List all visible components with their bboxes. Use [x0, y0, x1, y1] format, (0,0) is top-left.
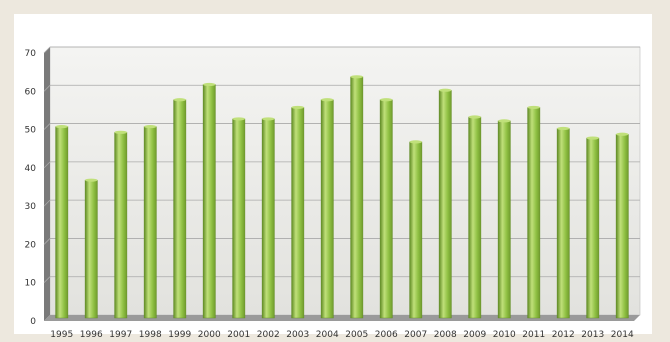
x-tick-label: 2006: [375, 330, 398, 340]
x-tick-label: 1995: [50, 330, 73, 340]
x-tick-label: 2002: [257, 330, 280, 340]
bar-top: [114, 130, 127, 134]
x-tick-label: 2003: [286, 330, 309, 340]
bar: [143, 126, 157, 319]
x-tick-label: 2011: [522, 330, 545, 340]
bar: [232, 118, 246, 319]
x-tick-label: 2000: [198, 330, 221, 340]
plot-side-wall: [44, 47, 50, 321]
x-tick-label: 2013: [581, 330, 604, 340]
bar-top: [144, 124, 157, 129]
bar-top: [55, 124, 68, 129]
x-tick-label: 1998: [139, 330, 162, 340]
y-tick-label: 40: [25, 164, 37, 174]
bar: [556, 128, 570, 319]
bar: [320, 99, 334, 319]
y-tick-label: 70: [25, 49, 37, 59]
bar: [84, 179, 98, 319]
bar-top: [173, 98, 186, 102]
bar: [114, 132, 128, 319]
bar: [173, 99, 187, 319]
gridline-side: [43, 199, 51, 207]
bar: [615, 134, 629, 319]
y-tick-label: 60: [25, 87, 37, 97]
x-tick-label: 2008: [434, 330, 457, 340]
y-tick-label: 30: [25, 202, 37, 212]
bar: [468, 116, 482, 319]
bar-top: [262, 117, 275, 121]
y-tick-label: 20: [25, 240, 37, 250]
x-tick-label: 2004: [316, 330, 339, 340]
gridline-side: [43, 85, 51, 92]
bar: [409, 141, 423, 319]
gridline-side: [43, 238, 51, 245]
bar-top: [380, 98, 393, 102]
bar-top: [439, 88, 452, 92]
x-tick-label: 2007: [404, 330, 427, 340]
y-tick-label: 0: [30, 317, 36, 327]
gridline-side: [43, 123, 51, 130]
bar-top: [321, 98, 334, 102]
y-tick-label: 50: [25, 126, 37, 136]
bar: [291, 107, 305, 319]
x-tick-label: 2010: [493, 330, 516, 340]
bar-top: [468, 115, 481, 119]
bar-top: [203, 82, 216, 87]
plot-floor: [44, 315, 640, 321]
bar-top: [586, 136, 599, 140]
gridline-side: [43, 276, 51, 283]
plot-back-wall: [49, 46, 641, 316]
bar-top: [557, 126, 570, 131]
x-tick-label: 1996: [80, 330, 103, 340]
bar-top: [616, 132, 629, 136]
x-tick-label: 2005: [345, 330, 368, 340]
bar-top: [85, 178, 98, 182]
x-tick-label: 1997: [109, 330, 132, 340]
bar-top: [350, 75, 363, 79]
bar: [261, 118, 275, 319]
gridline-side: [43, 46, 51, 54]
x-tick-label: 2001: [227, 330, 250, 340]
x-tick-label: 1999: [168, 330, 191, 340]
bar: [350, 76, 364, 319]
bar-top: [527, 105, 540, 110]
bar-top: [291, 105, 304, 110]
x-tick-label: 2014: [611, 330, 634, 340]
bar: [438, 89, 452, 319]
bar: [202, 84, 216, 319]
bar: [527, 107, 541, 319]
bar: [379, 99, 393, 319]
gridline-side: [43, 161, 51, 169]
bar-top: [409, 140, 422, 144]
x-tick-label: 2012: [552, 330, 575, 340]
x-tick-label: 2009: [463, 330, 486, 340]
bar-top: [232, 117, 245, 121]
y-tick-label: 10: [25, 279, 37, 289]
bar: [497, 120, 511, 319]
bar: [586, 137, 600, 319]
bar-top: [498, 119, 511, 123]
bar: [55, 126, 69, 319]
